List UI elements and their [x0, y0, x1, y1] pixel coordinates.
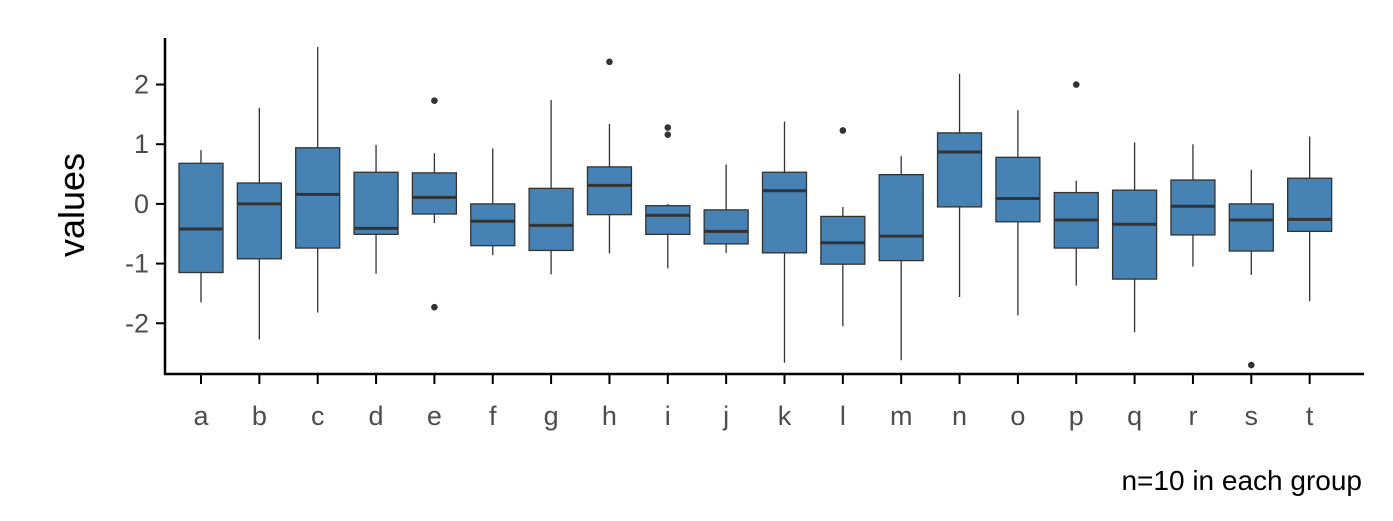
- box-group-e: [411, 97, 458, 311]
- box-group-o: [995, 110, 1041, 316]
- box-group-q: [1111, 142, 1158, 333]
- box-group-t: [1287, 136, 1333, 302]
- box-group-p: [1053, 81, 1099, 286]
- box-group-r: [1170, 144, 1216, 267]
- y-tick-label: 2: [134, 70, 149, 100]
- plot-area: [178, 46, 1333, 369]
- box-j: [703, 209, 749, 245]
- x-tick-label: d: [369, 401, 384, 431]
- outlier-s-0: [1248, 361, 1255, 369]
- box-group-h: [586, 58, 633, 254]
- outlier-l-0: [839, 127, 847, 134]
- box-m: [878, 173, 924, 262]
- x-tick-label: o: [1010, 401, 1025, 431]
- box-e: [411, 172, 458, 215]
- box-i: [645, 205, 691, 235]
- x-tick-label: h: [602, 401, 617, 431]
- x-tick-label: b: [252, 401, 267, 431]
- box-t: [1287, 177, 1333, 233]
- box-k: [761, 171, 808, 254]
- box-d: [353, 171, 399, 235]
- box-h: [586, 166, 633, 216]
- box-group-n: [936, 73, 983, 298]
- box-group-l: [820, 127, 866, 327]
- y-tick-label: -1: [125, 249, 149, 279]
- x-tick-label: j: [722, 401, 729, 431]
- x-axis-ticks: a b c d e f g h i j k l m n o p q r s t: [193, 374, 1314, 431]
- box-n: [936, 132, 983, 208]
- box-group-f: [470, 148, 516, 256]
- box-group-k: [761, 121, 808, 363]
- box-l: [820, 215, 866, 265]
- x-tick-label: k: [778, 401, 792, 431]
- box-o: [995, 156, 1041, 223]
- box-group-i: [645, 124, 691, 269]
- axes: [163, 38, 1364, 376]
- box-q: [1111, 189, 1158, 280]
- outlier-p-0: [1072, 81, 1080, 88]
- y-axis-ticks: -2 -1 0 1 2: [125, 70, 165, 338]
- box-s: [1228, 203, 1274, 252]
- x-tick-label: q: [1127, 401, 1142, 431]
- box-group-m: [878, 156, 924, 361]
- box-group-a: [178, 150, 224, 303]
- y-tick-label: 1: [134, 129, 149, 159]
- box-group-j: [703, 164, 749, 253]
- x-tick-label: n: [952, 401, 967, 431]
- outlier-h-0: [606, 58, 613, 66]
- box-group-c: [295, 46, 341, 313]
- x-tick-label: g: [544, 401, 559, 431]
- box-f: [470, 203, 516, 247]
- outlier-e-1: [431, 303, 438, 311]
- y-tick-label: 0: [134, 189, 149, 219]
- box-group-d: [353, 144, 399, 274]
- chart-caption: n=10 in each group: [1121, 465, 1362, 496]
- box-group-s: [1228, 169, 1274, 369]
- x-tick-label: l: [840, 401, 846, 431]
- outlier-i-1: [664, 131, 672, 138]
- box-group-b: [236, 107, 283, 340]
- box-c: [295, 147, 341, 249]
- box-a: [178, 162, 224, 274]
- box-group-g: [528, 100, 574, 275]
- x-tick-label: f: [489, 401, 497, 431]
- box-b: [236, 182, 283, 260]
- x-tick-label: t: [1306, 401, 1314, 431]
- x-tick-label: a: [193, 401, 209, 431]
- x-tick-label: p: [1069, 401, 1084, 431]
- x-tick-label: r: [1188, 401, 1197, 431]
- x-tick-label: c: [311, 401, 325, 431]
- x-tick-label: e: [427, 401, 442, 431]
- x-tick-label: i: [665, 401, 671, 431]
- x-tick-label: s: [1245, 401, 1259, 431]
- y-tick-label: -2: [125, 308, 149, 338]
- outlier-i-0: [664, 124, 672, 131]
- y-axis-title: values: [51, 153, 92, 257]
- outlier-e-0: [431, 97, 438, 104]
- x-tick-label: m: [890, 401, 913, 431]
- box-g: [528, 187, 574, 252]
